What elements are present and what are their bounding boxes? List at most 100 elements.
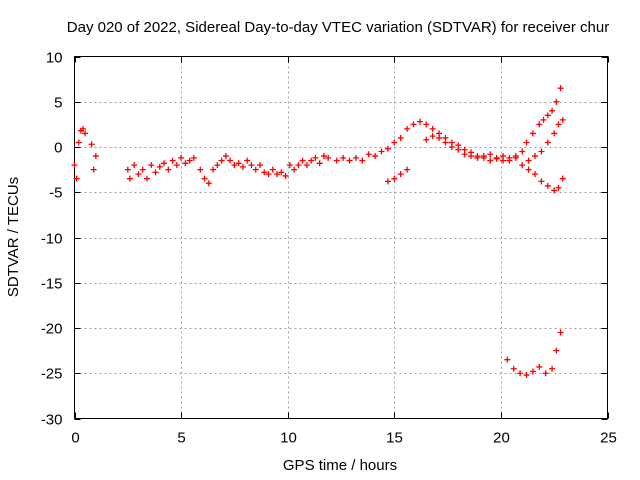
data-point bbox=[404, 125, 411, 132]
data-point bbox=[468, 153, 475, 160]
data-point bbox=[510, 365, 517, 372]
data-point bbox=[135, 171, 142, 178]
data-point bbox=[519, 148, 526, 155]
data-point bbox=[512, 153, 519, 160]
data-point bbox=[504, 356, 511, 363]
data-point bbox=[316, 160, 323, 167]
x-tick-label: 25 bbox=[600, 430, 617, 447]
data-point bbox=[538, 148, 545, 155]
data-point bbox=[517, 370, 524, 377]
data-point bbox=[391, 139, 398, 146]
data-point bbox=[165, 166, 172, 173]
data-point bbox=[169, 157, 176, 164]
x-tick-label: 15 bbox=[386, 430, 403, 447]
data-point bbox=[205, 180, 212, 187]
data-point bbox=[88, 141, 95, 148]
data-point bbox=[299, 157, 306, 164]
y-tick-label: -30 bbox=[41, 412, 63, 429]
tick-layer: 0 5 10 15 20 25 -30 -25 -20 -15 -10 -5 0 5 10 bbox=[41, 50, 617, 447]
data-point bbox=[139, 166, 146, 173]
data-point bbox=[436, 134, 443, 141]
data-point bbox=[538, 178, 545, 185]
data-point bbox=[474, 154, 481, 161]
data-point bbox=[416, 118, 423, 125]
data-point bbox=[365, 151, 372, 158]
data-point bbox=[555, 121, 562, 128]
data-point bbox=[210, 166, 217, 173]
data-point bbox=[269, 166, 276, 173]
data-point bbox=[178, 154, 185, 161]
data-point bbox=[429, 133, 436, 140]
data-point bbox=[80, 125, 87, 132]
data-point bbox=[286, 162, 293, 169]
data-point bbox=[92, 153, 99, 160]
data-point bbox=[544, 112, 551, 119]
data-point bbox=[325, 154, 332, 161]
data-point bbox=[126, 175, 133, 182]
data-point bbox=[252, 166, 259, 173]
data-point bbox=[340, 154, 347, 161]
x-tick-label: 0 bbox=[71, 430, 79, 447]
data-point bbox=[536, 121, 543, 128]
data-point bbox=[303, 162, 310, 169]
data-point bbox=[333, 157, 340, 164]
data-point bbox=[73, 175, 80, 182]
data-point bbox=[274, 171, 281, 178]
data-point bbox=[557, 85, 564, 92]
data-point bbox=[544, 182, 551, 189]
data-point bbox=[75, 139, 82, 146]
data-point bbox=[536, 363, 543, 370]
data-point bbox=[532, 153, 539, 160]
data-point bbox=[391, 175, 398, 182]
data-point bbox=[278, 169, 285, 176]
data-point bbox=[525, 157, 532, 164]
data-point bbox=[197, 166, 204, 173]
y-tick-label: 10 bbox=[46, 50, 63, 67]
data-point bbox=[131, 162, 138, 169]
x-axis-title: GPS time / hours bbox=[283, 457, 397, 474]
data-point bbox=[557, 329, 564, 336]
data-point bbox=[227, 157, 234, 164]
data-point bbox=[542, 370, 549, 377]
y-tick-label: -5 bbox=[49, 185, 62, 202]
data-point bbox=[143, 175, 150, 182]
data-point bbox=[320, 153, 327, 160]
data-point bbox=[480, 153, 487, 160]
data-point bbox=[448, 144, 455, 150]
data-point bbox=[551, 187, 558, 194]
data-point bbox=[346, 157, 353, 164]
data-point bbox=[455, 146, 462, 153]
data-point bbox=[540, 116, 547, 123]
data-point bbox=[429, 125, 436, 132]
x-tick-label: 10 bbox=[280, 430, 297, 447]
data-point bbox=[549, 107, 556, 114]
data-point bbox=[186, 157, 193, 164]
data-point bbox=[90, 166, 97, 173]
data-point bbox=[384, 178, 391, 185]
data-point bbox=[532, 171, 539, 178]
data-point bbox=[461, 151, 468, 158]
plot-frame bbox=[74, 56, 608, 419]
data-point bbox=[529, 130, 536, 137]
data-point bbox=[551, 130, 558, 137]
data-point bbox=[493, 154, 500, 161]
data-point bbox=[231, 162, 238, 169]
y-tick-label: -25 bbox=[41, 366, 63, 383]
data-point bbox=[397, 134, 404, 141]
data-point bbox=[378, 148, 385, 155]
data-point bbox=[190, 154, 197, 161]
data-point bbox=[71, 162, 78, 169]
data-point bbox=[525, 166, 532, 173]
data-point bbox=[82, 130, 89, 137]
data-point bbox=[529, 368, 536, 375]
y-axis-title: SDTVAR / TECUs bbox=[5, 177, 22, 297]
x-tick-label: 20 bbox=[493, 430, 510, 447]
chart-title: Day 020 of 2022, Sidereal Day-to-day VTE… bbox=[67, 19, 609, 36]
data-point bbox=[523, 372, 530, 379]
data-point bbox=[555, 184, 562, 191]
data-point bbox=[487, 151, 494, 158]
data-point bbox=[291, 166, 298, 173]
data-point bbox=[265, 171, 272, 178]
data-point bbox=[201, 175, 208, 182]
data-point bbox=[397, 171, 404, 178]
